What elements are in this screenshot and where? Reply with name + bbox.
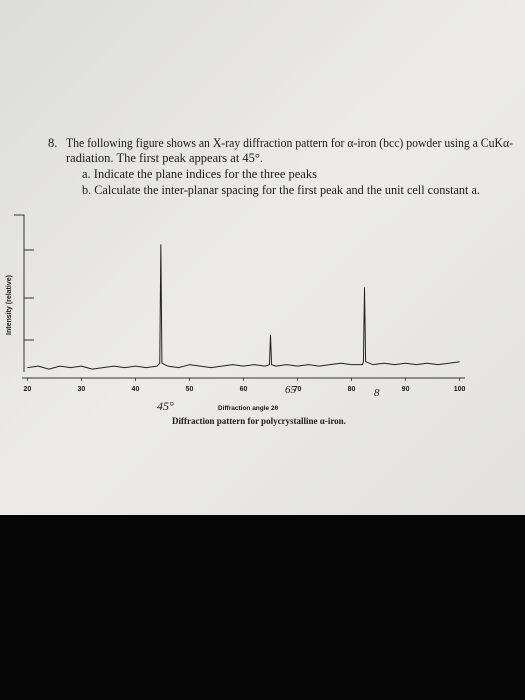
x-tick-label: 70 xyxy=(294,386,302,393)
x-tick-label: 90 xyxy=(402,386,410,393)
handwritten-note: 45° xyxy=(157,399,174,413)
x-tick-label: 40 xyxy=(132,386,140,393)
handwritten-note: 8 xyxy=(374,387,380,399)
question-line: radiation. The first peak appears at 45°… xyxy=(66,151,263,165)
handwritten-note: 65 xyxy=(285,384,297,396)
x-tick-label: 100 xyxy=(454,386,466,393)
diffraction-line xyxy=(27,244,460,370)
plot: 20 30 40 50 60 70 80 90 100 xyxy=(22,244,466,393)
y-axis-label: Intensity (relative) xyxy=(6,275,13,335)
question-part: b. Calculate the inter-planar spacing fo… xyxy=(82,183,480,197)
question-line: The following figure shows an X-ray diff… xyxy=(66,136,513,150)
x-tick-label: 80 xyxy=(348,386,356,393)
caption: Diffraction pattern for polycrystalline … xyxy=(172,416,346,426)
question-part: a. Indicate the plane indices for the th… xyxy=(82,167,317,181)
paper xyxy=(0,0,525,515)
x-tick-label: 20 xyxy=(24,386,32,393)
question-number: 8. xyxy=(48,136,57,150)
y-axis-frame xyxy=(14,214,34,372)
dark-background xyxy=(0,515,525,700)
x-tick-label: 30 xyxy=(78,386,86,393)
x-tick-label: 60 xyxy=(240,386,248,393)
x-axis-label: Diffraction angle 2θ xyxy=(218,405,279,412)
x-tick-label: 50 xyxy=(186,386,194,393)
